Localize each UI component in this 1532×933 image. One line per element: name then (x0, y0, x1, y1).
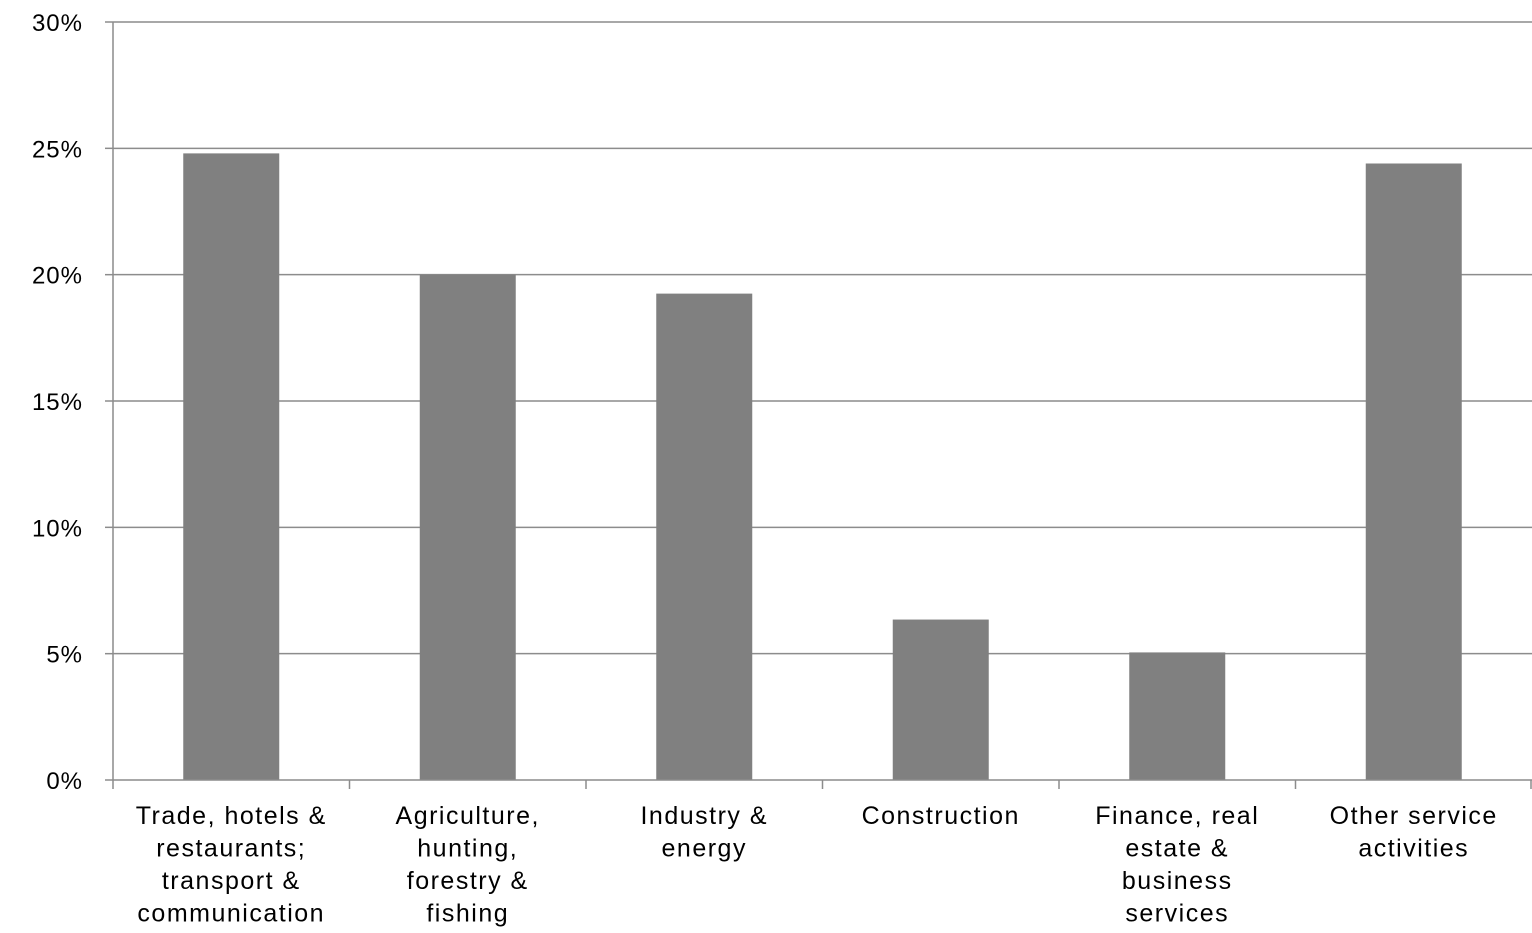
x-category-label: Trade, hotels & restaurants; transport & co… (136, 802, 327, 928)
x-category-label-line: Other service (1330, 802, 1498, 830)
bar (892, 619, 989, 780)
bars (183, 153, 1462, 781)
axes (105, 21, 1532, 789)
y-tick-label: 30% (32, 10, 83, 37)
x-category-label-line: transport & (162, 867, 301, 895)
x-category-label-line: restaurants; (156, 835, 306, 863)
x-category-label-line: estate & (1125, 835, 1229, 863)
x-category-label: Industry & energy (640, 802, 768, 863)
x-category-label-line: Agriculture, (396, 802, 540, 830)
x-category-label-line: Finance, real (1095, 802, 1259, 830)
bar (1129, 652, 1226, 780)
y-tick-label: 10% (32, 515, 83, 542)
x-category-label-line: forestry & (407, 867, 529, 895)
x-category-label: Other service activities (1330, 802, 1498, 863)
y-tick-label: 0% (46, 768, 83, 795)
x-category-label: Finance, real estate & business services (1095, 802, 1259, 928)
x-category-label-line: communication (137, 900, 325, 928)
x-category-label: Agriculture, hunting, forestry & fishing (396, 802, 540, 928)
x-category-label-line: Construction (862, 802, 1020, 830)
x-category-label-line: energy (662, 835, 747, 863)
y-tick-label: 20% (32, 263, 83, 290)
y-tick-label: 25% (32, 136, 83, 163)
x-category-label-line: business (1122, 867, 1233, 895)
x-category-label-line: Industry & (640, 802, 768, 830)
bar (656, 293, 753, 780)
x-category-label-line: Trade, hotels & (136, 802, 327, 830)
x-category-label-line: services (1125, 900, 1229, 928)
y-tick-labels: 0% 5% 10% 15% 20% 25% 30% (32, 10, 83, 795)
bar (183, 153, 280, 781)
x-category-label-line: activities (1358, 835, 1469, 863)
x-category-label: Construction (862, 802, 1020, 830)
bar (419, 274, 516, 780)
y-tick-label: 5% (46, 642, 83, 669)
y-tick-label: 15% (32, 389, 83, 416)
gridlines (113, 21, 1532, 655)
x-category-label-line: fishing (426, 900, 509, 928)
bar (1365, 163, 1462, 780)
x-category-label-line: hunting, (417, 835, 518, 863)
x-category-labels: Trade, hotels & restaurants; transport & co… (136, 802, 1498, 928)
